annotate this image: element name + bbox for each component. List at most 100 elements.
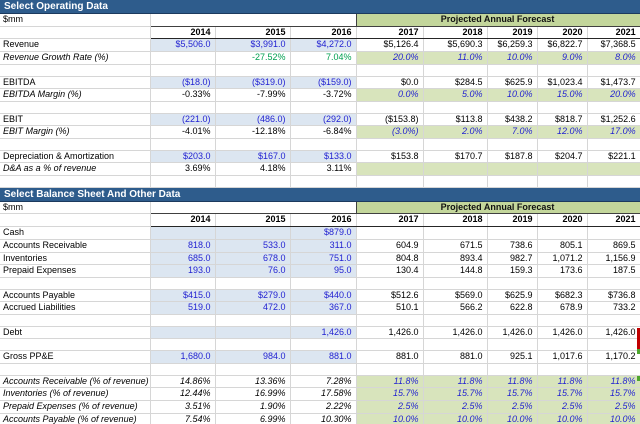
spacer-cell[interactable] bbox=[290, 314, 357, 327]
gross-pp-e-2021[interactable]: 1,170.2 bbox=[587, 350, 640, 364]
accounts-payable-2020[interactable]: $682.3 bbox=[537, 289, 588, 303]
accounts-receivable-of-revenue-2016[interactable]: 7.28% bbox=[290, 375, 357, 389]
ebitda-2018[interactable]: $284.5 bbox=[423, 76, 488, 90]
inventories-2018[interactable]: 893.4 bbox=[423, 252, 488, 266]
spacer-cell[interactable] bbox=[423, 277, 488, 290]
cash-2016[interactable]: $879.0 bbox=[290, 226, 357, 240]
ebit-margin-2020[interactable]: 12.0% bbox=[537, 125, 588, 139]
balance-years-label-cell[interactable] bbox=[0, 213, 151, 228]
spacer-cell[interactable] bbox=[290, 64, 357, 77]
debt-2021[interactable]: 1,426.0 bbox=[587, 326, 640, 340]
balance-historical-merged-cell[interactable] bbox=[149, 200, 357, 215]
operating-years-label-cell[interactable] bbox=[0, 26, 151, 40]
cash-2019[interactable] bbox=[487, 226, 538, 240]
year-header-2016[interactable]: 2016 bbox=[290, 213, 357, 228]
inventories-of-revenue-2014[interactable]: 12.44% bbox=[150, 387, 216, 401]
year-header-2021[interactable]: 2021 bbox=[587, 213, 640, 228]
accounts-payable-of-revenue-2018[interactable]: 10.0% bbox=[423, 413, 488, 424]
prepaid-expenses-2019[interactable]: 159.3 bbox=[487, 264, 538, 278]
d-a-as-a-of-revenue-2018[interactable] bbox=[423, 162, 488, 177]
spacer-cell[interactable] bbox=[150, 175, 216, 188]
spacer-cell[interactable] bbox=[215, 338, 291, 352]
accounts-payable-of-revenue-2017[interactable]: 10.0% bbox=[356, 413, 424, 424]
spacer-cell[interactable] bbox=[487, 101, 538, 114]
inventories-of-revenue-2021[interactable]: 15.7% bbox=[587, 387, 640, 401]
debt-2014[interactable] bbox=[150, 326, 216, 340]
spacer-cell[interactable] bbox=[290, 138, 357, 151]
prepaid-expenses-2021[interactable]: 187.5 bbox=[587, 264, 640, 278]
spacer-cell[interactable] bbox=[356, 175, 424, 188]
ebit-margin-2016[interactable]: -6.84% bbox=[290, 125, 357, 139]
balance-section-title[interactable]: Select Balance Sheet And Other Data bbox=[0, 187, 640, 202]
spacer-cell[interactable] bbox=[0, 101, 151, 114]
accounts-receivable-of-revenue-2019[interactable]: 11.8% bbox=[487, 375, 538, 389]
revenue-2018[interactable]: $5,690.3 bbox=[423, 38, 488, 53]
ebit-margin-2017[interactable]: (3.0%) bbox=[356, 125, 424, 139]
accounts-receivable-of-revenue-2017[interactable]: 11.8% bbox=[356, 375, 424, 389]
cash-label[interactable]: Cash bbox=[0, 226, 151, 240]
prepaid-expenses-2018[interactable]: 144.8 bbox=[423, 264, 488, 278]
cash-2018[interactable] bbox=[423, 226, 488, 240]
ebitda-margin-2020[interactable]: 15.0% bbox=[537, 88, 588, 102]
year-header-2020[interactable]: 2020 bbox=[537, 213, 588, 228]
revenue-growth-rate-2021[interactable]: 8.0% bbox=[587, 51, 640, 65]
spacer-cell[interactable] bbox=[215, 138, 291, 151]
accounts-receivable-of-revenue-2020[interactable]: 11.8% bbox=[537, 375, 588, 389]
spacer-cell[interactable] bbox=[537, 138, 588, 151]
debt-2016[interactable]: 1,426.0 bbox=[290, 326, 357, 340]
ebit-2015[interactable]: (486.0) bbox=[215, 113, 291, 127]
spacer-cell[interactable] bbox=[150, 277, 216, 290]
depreciation-amortization-2021[interactable]: $221.1 bbox=[587, 150, 640, 164]
accounts-payable-2014[interactable]: $415.0 bbox=[150, 289, 216, 303]
spacer-cell[interactable] bbox=[290, 101, 357, 114]
gross-pp-e-2018[interactable]: 881.0 bbox=[423, 350, 488, 364]
depreciation-amortization-2017[interactable]: $153.8 bbox=[356, 150, 424, 164]
prepaid-expenses-of-revenue-2018[interactable]: 2.5% bbox=[423, 400, 488, 414]
ebitda-2014[interactable]: ($18.0) bbox=[150, 76, 216, 90]
inventories-label[interactable]: Inventories bbox=[0, 252, 151, 266]
depreciation-amortization-2019[interactable]: $187.8 bbox=[487, 150, 538, 164]
spacer-cell[interactable] bbox=[150, 363, 216, 376]
ebitda-margin-2018[interactable]: 5.0% bbox=[423, 88, 488, 102]
accrued-liabilities-2019[interactable]: 622.8 bbox=[487, 301, 538, 316]
ebitda-2020[interactable]: $1,023.4 bbox=[537, 76, 588, 90]
spacer-cell[interactable] bbox=[356, 277, 424, 290]
ebit-margin-label[interactable]: EBIT Margin (%) bbox=[0, 125, 151, 139]
accrued-liabilities-2021[interactable]: 733.2 bbox=[587, 301, 640, 316]
spacer-cell[interactable] bbox=[537, 277, 588, 290]
revenue-2014[interactable]: $5,506.0 bbox=[150, 38, 216, 53]
spacer-cell[interactable] bbox=[537, 363, 588, 376]
ebitda-2015[interactable]: ($319.0) bbox=[215, 76, 291, 90]
spacer-cell[interactable] bbox=[0, 175, 151, 188]
spacer-cell[interactable] bbox=[150, 64, 216, 77]
inventories-2019[interactable]: 982.7 bbox=[487, 252, 538, 266]
prepaid-expenses-2020[interactable]: 173.6 bbox=[537, 264, 588, 278]
spacer-cell[interactable] bbox=[587, 363, 640, 376]
depreciation-amortization-2018[interactable]: $170.7 bbox=[423, 150, 488, 164]
ebitda-margin-2015[interactable]: -7.99% bbox=[215, 88, 291, 102]
accounts-payable-2018[interactable]: $569.0 bbox=[423, 289, 488, 303]
revenue-2019[interactable]: $6,259.3 bbox=[487, 38, 538, 53]
inventories-2020[interactable]: 1,071.2 bbox=[537, 252, 588, 266]
accounts-payable-of-revenue-2019[interactable]: 10.0% bbox=[487, 413, 538, 424]
accrued-liabilities-2017[interactable]: 510.1 bbox=[356, 301, 424, 316]
ebitda-2016[interactable]: ($159.0) bbox=[290, 76, 357, 90]
spacer-cell[interactable] bbox=[587, 64, 640, 77]
year-header-2015[interactable]: 2015 bbox=[215, 213, 291, 228]
spacer-cell[interactable] bbox=[215, 363, 291, 376]
accounts-receivable-label[interactable]: Accounts Receivable bbox=[0, 239, 151, 253]
inventories-2016[interactable]: 751.0 bbox=[290, 252, 357, 266]
spacer-cell[interactable] bbox=[356, 338, 424, 352]
ebit-2016[interactable]: (292.0) bbox=[290, 113, 357, 127]
gross-pp-e-2019[interactable]: 925.1 bbox=[487, 350, 538, 364]
operating-historical-merged-cell[interactable] bbox=[149, 13, 357, 27]
accounts-payable-2016[interactable]: $440.0 bbox=[290, 289, 357, 303]
ebit-margin-2019[interactable]: 7.0% bbox=[487, 125, 538, 139]
accounts-receivable-2021[interactable]: 869.5 bbox=[587, 239, 640, 253]
ebit-margin-2021[interactable]: 17.0% bbox=[587, 125, 640, 139]
accrued-liabilities-2015[interactable]: 472.0 bbox=[215, 301, 291, 316]
depreciation-amortization-2014[interactable]: $203.0 bbox=[150, 150, 216, 164]
accounts-receivable-of-revenue-2014[interactable]: 14.86% bbox=[150, 375, 216, 389]
gross-pp-e-2014[interactable]: 1,680.0 bbox=[150, 350, 216, 364]
prepaid-expenses-of-revenue-2015[interactable]: 1.90% bbox=[215, 400, 291, 414]
